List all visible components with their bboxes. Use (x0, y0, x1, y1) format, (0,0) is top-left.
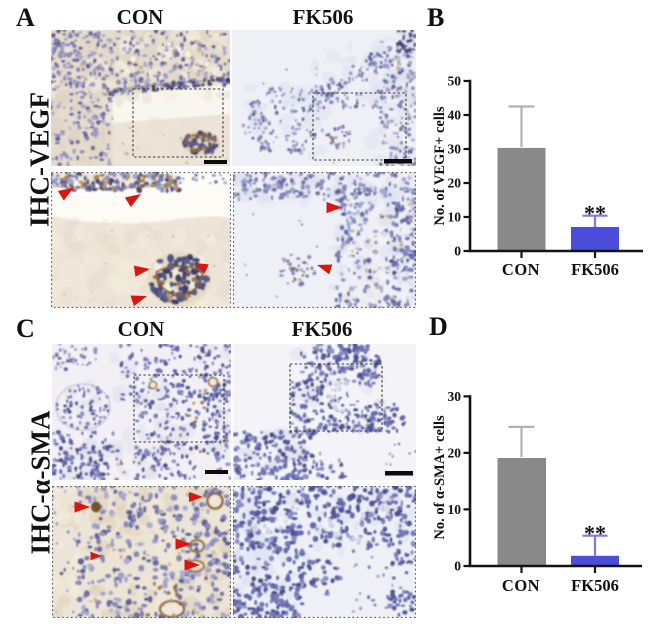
svg-text:CON: CON (502, 260, 540, 279)
svg-text:30: 30 (448, 142, 462, 157)
svg-text:20: 20 (448, 176, 462, 191)
svg-text:**: ** (584, 521, 606, 546)
svg-text:10: 10 (448, 210, 462, 225)
svg-text:30: 30 (448, 389, 462, 404)
svg-text:FK506: FK506 (571, 260, 619, 279)
svg-text:No. of α-SMA+ cells: No. of α-SMA+ cells (432, 415, 448, 540)
svg-text:40: 40 (448, 108, 462, 123)
svg-text:**: ** (584, 201, 606, 226)
svg-text:CON: CON (502, 576, 540, 595)
svg-text:20: 20 (448, 445, 462, 460)
svg-text:0: 0 (454, 559, 461, 574)
svg-text:No. of VEGF+ cells: No. of VEGF+ cells (432, 106, 448, 226)
svg-text:FK506: FK506 (571, 576, 619, 595)
svg-text:10: 10 (448, 502, 462, 517)
svg-text:50: 50 (448, 74, 462, 89)
svg-text:0: 0 (454, 244, 461, 259)
